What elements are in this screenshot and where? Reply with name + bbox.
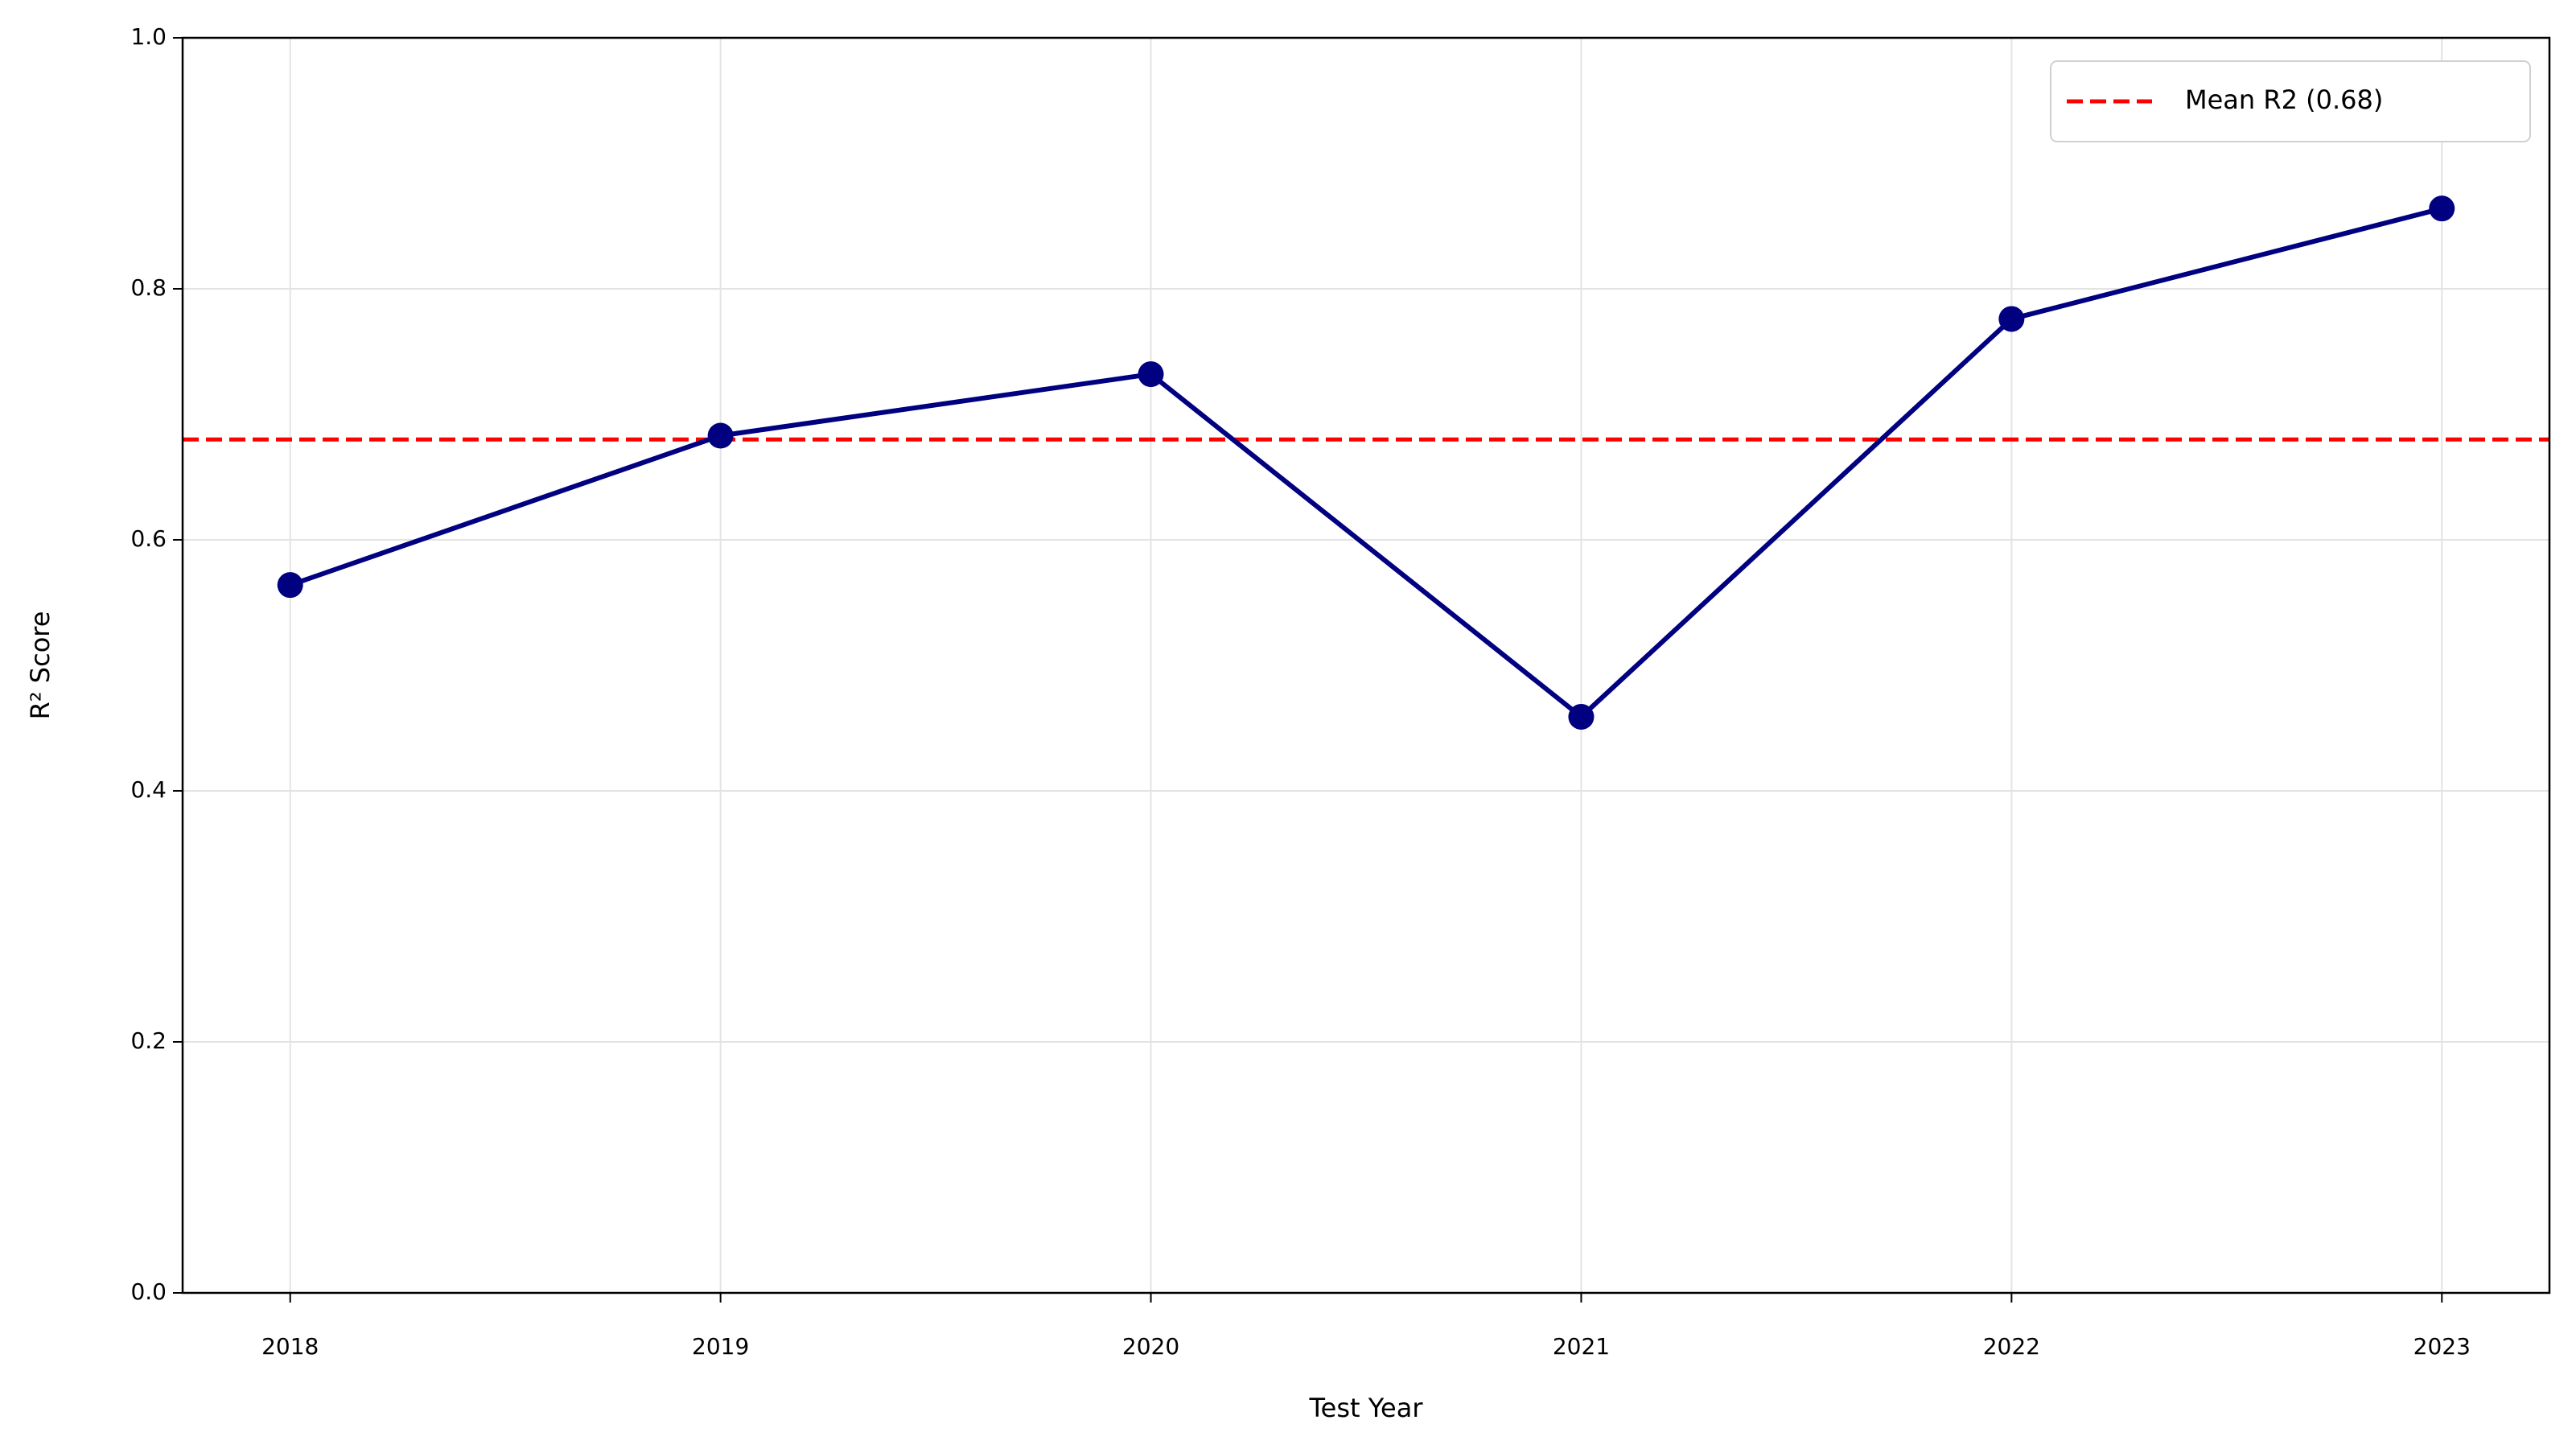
x-tick-label: 2022: [1983, 1333, 2040, 1360]
y-tick-label: 1.0: [130, 23, 167, 50]
legend-box: [2050, 60, 2531, 142]
line: [289, 206, 2443, 719]
point: [2429, 196, 2455, 222]
x-axis-label: Test Year: [1309, 1393, 1424, 1423]
y-tick-label: 0.4: [130, 776, 167, 803]
point: [1568, 703, 1595, 730]
x-tick-label: 2023: [2413, 1333, 2471, 1360]
point: [1138, 361, 1164, 388]
y-tick-label: 0.6: [130, 525, 167, 552]
y-tick-label: 0.2: [130, 1027, 167, 1054]
y-tick-label: 0.8: [130, 274, 167, 301]
y-axis-label: R² Score: [25, 611, 56, 720]
y-tick-label: 0.0: [130, 1278, 167, 1305]
point: [277, 572, 303, 599]
legend-label: Mean R2 (0.68): [2185, 84, 2383, 115]
x-tick-label: 2021: [1553, 1333, 1610, 1360]
point: [1998, 306, 2025, 332]
x-tick-label: 2019: [692, 1333, 749, 1360]
x-tick-label: 2020: [1122, 1333, 1179, 1360]
plot-frame: [181, 36, 2551, 1295]
point: [707, 422, 734, 449]
x-tick-label: 2018: [261, 1333, 319, 1360]
